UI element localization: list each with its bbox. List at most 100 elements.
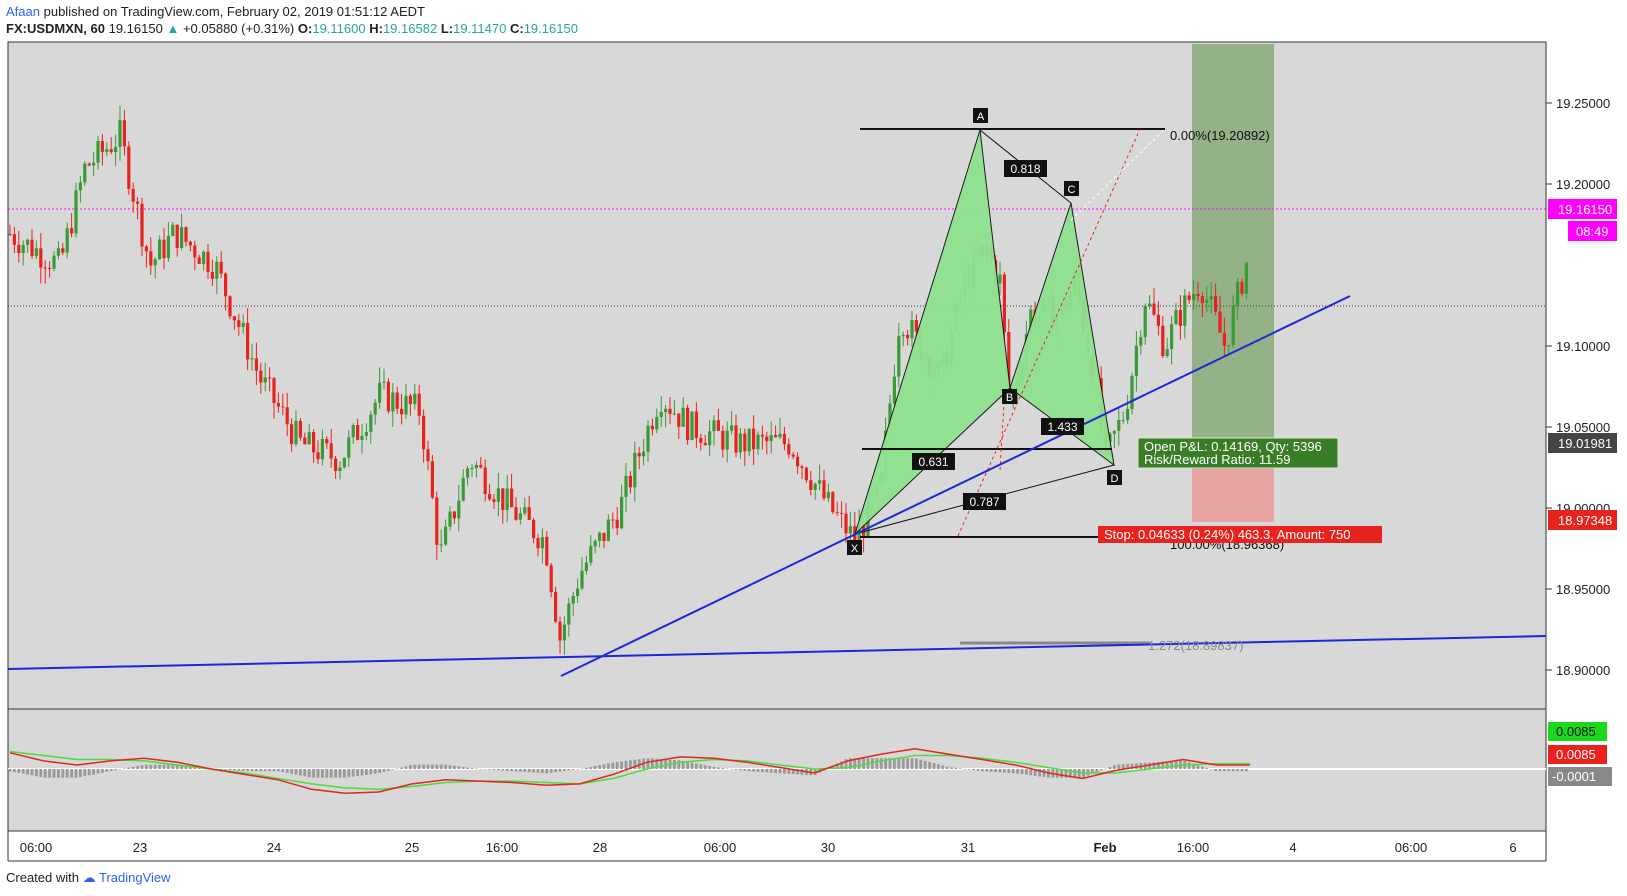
candle-body-131 [584,562,588,571]
candle-body-41 [188,241,192,246]
svg-text:B: B [1006,392,1013,404]
macd-bar-122 [545,769,549,774]
candle-body-19 [92,162,96,166]
macd-bar-16 [79,769,82,777]
macd-bar-131 [585,767,588,769]
macd-bar-232 [1029,769,1033,776]
main-pane[interactable] [7,41,1547,710]
macd-bar-140 [624,760,628,769]
macd-bar-76 [343,769,346,778]
macd-bar-118 [527,769,531,773]
macd-bar-141 [629,760,632,769]
open-value: 19.11600 [312,21,366,36]
candle-body-129 [576,588,580,596]
macd-bar-240 [1064,769,1068,778]
publish-line: Afaan published on TradingView.com, Febr… [6,4,425,19]
macd-bar-268 [1187,762,1191,769]
candle-body-166 [738,433,742,453]
macd-bar-167 [743,769,747,771]
candle-body-5 [30,239,34,257]
candle-body-61 [276,403,280,407]
macd-bar-206 [915,758,918,769]
macd-bar-106 [475,768,478,770]
x-tick-label-8: 31 [961,840,975,855]
x-tick-label-3: 25 [405,840,419,855]
candle-body-193 [857,525,861,544]
candle-body-182 [809,480,813,491]
candle-body-185 [822,480,826,499]
candle-body-159 [708,431,712,446]
candle-body-128 [571,595,575,604]
macd-bar-156 [695,763,698,769]
macd-bar-205 [910,758,914,769]
macd-bar-155 [690,762,694,769]
macd-bar-189 [840,761,843,769]
candle-body-56 [254,358,258,371]
candle-body-75 [338,467,342,472]
candle-body-80 [360,435,364,440]
candle-body-263 [1165,349,1169,356]
candle-body-103 [461,477,465,501]
candle-body-99 [444,526,448,545]
candle-body-8 [43,267,47,269]
candle-body-100 [448,511,452,527]
macd-bar-128 [571,769,575,770]
macd-bar-261 [1157,761,1160,769]
macd-bar-0 [8,769,12,772]
macd-bar-49 [224,769,227,770]
macd-bar-265 [1174,760,1178,769]
macd-bar-110 [492,769,496,770]
candle-body-12 [61,248,65,253]
macd-bar-180 [800,769,804,775]
author-name[interactable]: Afaan [6,4,40,19]
candle-body-186 [826,492,830,499]
candle-body-101 [452,511,456,519]
rising-trendline[interactable] [560,295,1351,677]
point-label-b: B [1002,389,1017,404]
macd-bar-270 [1196,765,1200,769]
candle-body-65 [294,420,298,445]
candle-body-178 [791,454,795,457]
candle-body-133 [593,540,597,547]
macd-bar-70 [316,769,320,778]
macd-bar-159 [708,766,711,769]
macd-bar-239 [1060,769,1063,778]
macd-bar-37 [171,764,175,769]
candle-body-226 [1002,274,1006,333]
candle-body-138 [615,519,619,529]
candle-body-265 [1174,309,1178,325]
macd-bar-63 [285,769,289,773]
svg-text:Open P&L: 0.14169, Qty: 5396: Open P&L: 0.14169, Qty: 5396 [1144,439,1322,454]
macd-bar-126 [563,769,566,771]
candle-body-134 [598,532,602,541]
candle-body-144 [642,451,646,457]
macd-bar-233 [1033,769,1037,776]
macd-bar-229 [1016,769,1019,774]
macd-bar-194 [862,758,865,769]
price-axis-ticks: 19.2500019.2000019.1000019.0500019.00000… [1546,96,1610,678]
macd-bar-96 [431,764,434,769]
candle-body-20 [96,141,100,163]
macd-bar-105 [470,768,474,769]
candle-body-92 [413,393,417,405]
candle-body-165 [734,425,738,453]
candle-body-158 [703,442,707,446]
tradingview-link[interactable]: TradingView [99,870,171,885]
candle-body-187 [831,492,835,513]
open-pnl-label[interactable]: Open P&L: 0.14169, Qty: 5396 Risk/Reward… [1137,437,1339,469]
ohlc-line: FX:USDMXN, 60 19.16150 ▲ +0.05880 (+0.31… [6,21,578,36]
candle-body-52 [237,320,241,327]
macd-bar-127 [567,769,571,771]
candle-body-91 [408,395,412,405]
macd-bar-79 [356,769,359,777]
stop-label[interactable]: Stop: 0.04633 (0.24%) 463.3, Amount: 750 [1098,526,1382,543]
candle-body-89 [400,408,404,415]
x-tick-label-6: 06:00 [704,840,737,855]
macd-bar-225 [998,769,1002,773]
candle-body-200 [888,403,892,431]
candle-body-280 [1240,281,1244,294]
macd-bar-89 [400,767,403,769]
candle-body-148 [659,411,663,417]
support-trendline[interactable] [7,635,1547,670]
